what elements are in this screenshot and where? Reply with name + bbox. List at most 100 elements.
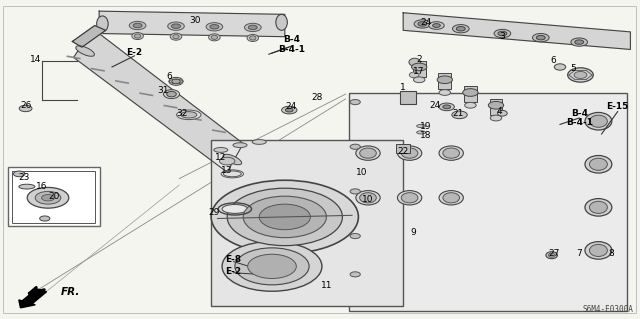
Circle shape [463, 89, 478, 96]
Bar [396, 144, 410, 153]
Circle shape [413, 77, 425, 83]
Circle shape [259, 204, 310, 230]
Circle shape [227, 188, 342, 246]
Circle shape [433, 24, 440, 27]
Text: B-4: B-4 [571, 109, 588, 118]
Circle shape [235, 248, 309, 285]
Circle shape [437, 76, 452, 84]
Ellipse shape [589, 115, 607, 127]
Ellipse shape [169, 77, 183, 85]
Ellipse shape [209, 34, 220, 41]
Text: 9: 9 [410, 228, 415, 237]
Bar [8, 167, 100, 226]
Circle shape [498, 31, 507, 36]
Circle shape [532, 33, 549, 42]
Ellipse shape [443, 193, 460, 203]
Text: 19: 19 [420, 122, 431, 130]
Bar [464, 86, 477, 102]
Circle shape [350, 272, 360, 277]
Ellipse shape [233, 143, 247, 148]
Circle shape [133, 23, 142, 28]
Text: E-8: E-8 [225, 256, 242, 264]
Ellipse shape [439, 190, 463, 205]
Ellipse shape [132, 33, 143, 40]
Text: 10: 10 [362, 195, 374, 204]
Ellipse shape [252, 140, 266, 145]
Ellipse shape [548, 253, 555, 257]
Ellipse shape [250, 36, 256, 40]
Ellipse shape [211, 35, 218, 40]
Ellipse shape [546, 252, 557, 259]
Circle shape [536, 35, 545, 40]
Circle shape [210, 25, 219, 29]
Text: 32: 32 [177, 109, 188, 118]
Ellipse shape [401, 148, 418, 158]
Text: 24: 24 [285, 102, 297, 111]
Text: 8: 8 [609, 249, 614, 258]
Bar [211, 140, 403, 306]
Ellipse shape [397, 146, 422, 160]
Ellipse shape [35, 191, 61, 204]
Text: E-2: E-2 [225, 267, 242, 276]
Ellipse shape [223, 154, 242, 165]
Text: 6: 6 [167, 72, 172, 81]
Ellipse shape [589, 158, 607, 170]
Bar [400, 91, 416, 104]
Bar [490, 99, 502, 115]
Ellipse shape [172, 79, 180, 84]
Ellipse shape [443, 148, 460, 158]
Ellipse shape [360, 193, 376, 203]
Ellipse shape [554, 64, 566, 70]
Circle shape [429, 22, 444, 29]
Ellipse shape [498, 110, 508, 116]
Text: 7: 7 [577, 249, 582, 258]
Ellipse shape [585, 155, 612, 173]
Ellipse shape [42, 195, 54, 201]
Text: 3: 3 [500, 32, 505, 41]
Circle shape [452, 111, 467, 119]
Circle shape [282, 106, 297, 114]
Circle shape [412, 63, 427, 71]
Ellipse shape [164, 90, 179, 99]
Ellipse shape [276, 14, 287, 30]
Ellipse shape [97, 16, 108, 32]
Ellipse shape [417, 124, 426, 128]
Bar [438, 73, 451, 89]
Circle shape [206, 23, 223, 31]
Circle shape [211, 180, 358, 254]
Circle shape [40, 216, 50, 221]
Circle shape [418, 22, 427, 26]
Text: 23: 23 [19, 173, 30, 182]
Ellipse shape [439, 146, 463, 160]
Circle shape [414, 20, 431, 28]
Text: 16: 16 [36, 182, 47, 191]
Text: E-15: E-15 [607, 102, 628, 111]
Text: 20: 20 [49, 192, 60, 201]
Text: 4: 4 [497, 107, 502, 116]
Ellipse shape [214, 147, 228, 152]
Text: S6M4-E0300A: S6M4-E0300A [583, 305, 634, 314]
Text: 21: 21 [452, 109, 463, 118]
Circle shape [490, 115, 502, 121]
Ellipse shape [401, 193, 418, 203]
Circle shape [571, 38, 588, 46]
Ellipse shape [27, 188, 69, 208]
Ellipse shape [173, 34, 179, 39]
Ellipse shape [166, 91, 177, 97]
Ellipse shape [409, 58, 420, 66]
Circle shape [350, 100, 360, 105]
Circle shape [243, 196, 326, 238]
Ellipse shape [170, 33, 182, 40]
Circle shape [439, 90, 451, 95]
Circle shape [350, 189, 360, 194]
Text: 18: 18 [420, 131, 431, 140]
Ellipse shape [410, 72, 419, 78]
Ellipse shape [134, 34, 141, 38]
Bar [12, 171, 95, 223]
Ellipse shape [356, 146, 380, 160]
Ellipse shape [585, 113, 612, 130]
Text: B-4-1: B-4-1 [278, 45, 305, 54]
Ellipse shape [177, 110, 201, 120]
Text: 17: 17 [413, 67, 425, 76]
Circle shape [19, 105, 32, 112]
